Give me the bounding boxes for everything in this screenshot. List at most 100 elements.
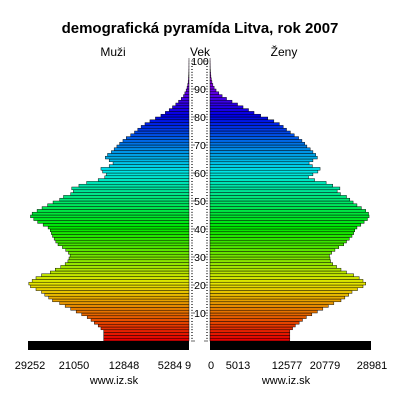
female-bar-age-65 <box>209 155 318 160</box>
male-bar-age-34 <box>57 242 190 247</box>
female-bar-age-80 <box>209 113 261 118</box>
female-bar-age-25 <box>209 267 342 272</box>
female-bar-age-66 <box>209 153 316 157</box>
male-bar-age-29 <box>68 256 190 261</box>
female-bar-age-91 <box>209 83 214 87</box>
female-bar-age-77 <box>209 122 280 126</box>
male-bar-age-3 <box>103 329 190 333</box>
female-bar-age-43 <box>209 217 368 221</box>
female-bar-age-1 <box>209 335 291 339</box>
male-bar-age-14 <box>52 298 190 303</box>
male-bar-age-80 <box>160 113 190 118</box>
male-bar-age-47 <box>41 206 190 210</box>
male-bar-age-10 <box>75 309 190 314</box>
x-tick-label-male: 29252 <box>15 360 46 372</box>
male-bar-age-17 <box>41 290 190 294</box>
female-bars <box>209 57 370 342</box>
female-bar-age-13 <box>209 301 335 305</box>
female-bar-age-45 <box>209 211 369 216</box>
female-bar-age-15 <box>209 295 346 300</box>
female-bar-age-79 <box>209 116 269 121</box>
female-bar-age-49 <box>209 200 354 205</box>
female-bar-age-70 <box>209 141 305 146</box>
female-bar-age-39 <box>209 228 355 233</box>
female-bar-age-53 <box>209 189 338 193</box>
female-bar-age-88 <box>209 91 220 95</box>
male-bar-age-54 <box>71 186 190 191</box>
female-bar-age-63 <box>209 161 310 165</box>
female-bar-age-31 <box>209 251 332 255</box>
male-bar-age-43 <box>33 217 190 221</box>
age-tick-label: 60 <box>194 168 206 180</box>
source-label-right: www.iz.sk <box>261 375 311 387</box>
female-bar-age-64 <box>209 158 314 163</box>
male-bar-age-6 <box>94 321 190 325</box>
female-bar-age-40 <box>209 225 358 230</box>
female-bar-age-72 <box>209 136 299 140</box>
female-bar-age-27 <box>209 262 333 266</box>
female-bar-age-57 <box>209 178 315 182</box>
female-bar-age-58 <box>209 175 309 179</box>
female-bar-age-62 <box>209 164 313 168</box>
male-bar-age-48 <box>47 203 190 207</box>
male-bar-age-91 <box>187 83 190 87</box>
female-bar-age-94 <box>209 74 212 79</box>
male-bar-age-37 <box>52 234 190 238</box>
female-bar-age-82 <box>209 108 249 112</box>
male-bar-age-67 <box>111 150 190 154</box>
male-bar-age-13 <box>59 301 190 305</box>
chart-title: demografická pyramída Litva, rok 2007 <box>62 20 339 37</box>
male-bar-age-15 <box>48 295 190 300</box>
male-bar-age-52 <box>70 192 190 196</box>
male-bar-age-11 <box>70 307 190 311</box>
male-bar-age-56 <box>86 181 190 185</box>
female-bar-age-9 <box>209 312 313 317</box>
male-bar-age-69 <box>116 144 190 149</box>
female-bar-age-67 <box>209 150 314 154</box>
age-tick-label: 40 <box>194 224 206 236</box>
age-tick-label: 10 <box>194 308 206 320</box>
male-bar-age-83 <box>172 105 190 109</box>
female-bar-age-73 <box>209 133 295 137</box>
female-bar-age-10 <box>209 309 318 314</box>
female-bar-age-86 <box>209 97 227 101</box>
female-bar-age-2 <box>209 332 291 336</box>
male-bar-age-24 <box>50 270 190 275</box>
female-bar-age-30 <box>209 253 330 258</box>
male-bar-age-20 <box>28 281 190 286</box>
female-bar-age-52 <box>209 192 341 196</box>
female-bar-age-92 <box>209 80 213 84</box>
male-bar-age-73 <box>130 133 190 137</box>
female-bar-age-84 <box>209 102 238 107</box>
male-bar-age-75 <box>137 127 190 132</box>
male-bar-age-78 <box>149 119 190 123</box>
female-bar-age-23 <box>209 273 354 277</box>
male-bar-age-5 <box>97 323 190 328</box>
male-bar-age-12 <box>64 304 190 308</box>
male-bar-age-92 <box>187 80 190 84</box>
female-bar-age-34 <box>209 242 344 247</box>
x-tick-label-female: 5013 <box>226 360 250 372</box>
x-tick-label-female: 12577 <box>272 360 303 372</box>
female-bar-age-22 <box>209 276 360 280</box>
female-bar-age-68 <box>209 147 311 151</box>
female-bar-age-83 <box>209 105 244 109</box>
x-tick-label-male: 12848 <box>109 360 140 372</box>
female-bar-age-75 <box>209 127 287 132</box>
age-tick-label: 80 <box>194 112 206 124</box>
male-bar-age-41 <box>42 223 190 227</box>
female-bar-age-44 <box>209 214 370 219</box>
male-bar-age-50 <box>59 197 190 202</box>
male-bar-age-46 <box>36 209 190 213</box>
male-bar-age-27 <box>64 262 190 266</box>
female-bar-age-7 <box>209 318 303 322</box>
male-bar-age-58 <box>104 175 190 179</box>
female-bar-age-74 <box>209 130 291 135</box>
female-bar-age-33 <box>209 245 340 249</box>
male-bar-age-87 <box>183 94 190 98</box>
male-bar-age-4 <box>100 326 190 331</box>
male-bar-age-63 <box>112 161 190 165</box>
female-bar-age-32 <box>209 248 336 252</box>
female-bar-age-28 <box>209 259 331 263</box>
female-bar-age-90 <box>209 85 215 90</box>
